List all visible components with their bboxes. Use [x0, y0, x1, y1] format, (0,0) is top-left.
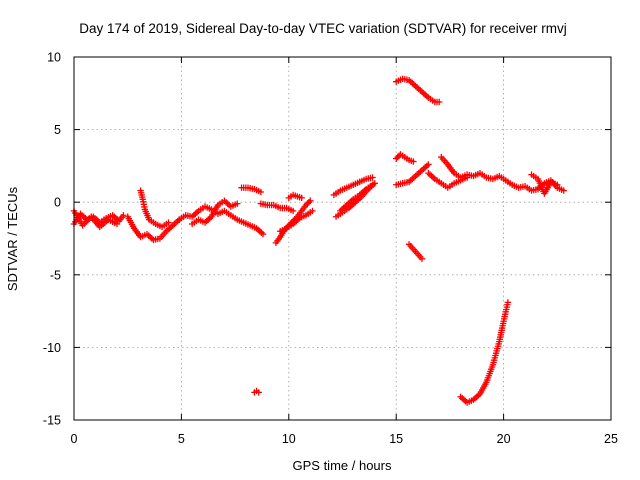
x-tick-label: 0: [71, 432, 78, 446]
point-arc-17: [394, 153, 401, 161]
point-arc-08: [255, 389, 262, 396]
x-axis-label: GPS time / hours: [293, 458, 392, 473]
point-arc-10: [307, 197, 314, 204]
tick-labels: 0 5 10 15 20 25 10 5 0 -5 -10 -15: [43, 51, 618, 447]
y-axis-label: SDTVAR / TECUs: [5, 186, 20, 291]
point-arc-09: [289, 207, 297, 215]
point-arc-17: [410, 158, 417, 165]
point-arc-11: [309, 207, 316, 215]
point-arc-04: [165, 219, 172, 226]
point-arc-19: [418, 255, 426, 263]
point-arc-05: [259, 230, 267, 238]
point-arc-10: [305, 199, 313, 206]
x-tick-label: 25: [604, 432, 618, 446]
point-arc-06: [234, 200, 241, 207]
x-tick-label: 20: [497, 432, 511, 446]
point-arc-17: [393, 155, 400, 162]
x-tick-label: 10: [282, 432, 296, 446]
point-arc-22: [554, 181, 561, 188]
point-arc-21: [560, 187, 567, 194]
y-tick-label: -15: [43, 414, 61, 428]
point-arc-15: [369, 181, 376, 188]
point-arc-02: [113, 220, 121, 228]
point-arc-10: [302, 201, 310, 209]
plot-frame: [73, 56, 612, 421]
y-tick-label: 0: [54, 196, 61, 210]
point-arc-10: [304, 200, 311, 207]
point-arc-12: [298, 194, 305, 202]
chart-title: Day 174 of 2019, Sidereal Day-to-day VTE…: [79, 21, 566, 36]
point-arc-23: [504, 299, 512, 306]
x-tick-label: 15: [389, 432, 403, 446]
data-points: [70, 75, 567, 406]
y-tick-label: -5: [50, 268, 61, 282]
point-arc-01: [120, 212, 127, 219]
point-arc-07: [257, 188, 265, 196]
y-tick-label: -10: [43, 341, 61, 355]
grid-lines: [74, 57, 611, 420]
point-arc-18: [425, 161, 432, 168]
y-tick-label: 10: [47, 51, 61, 65]
point-arc-13: [369, 174, 376, 181]
y-tick-label: 5: [54, 123, 61, 137]
x-tick-label: 5: [178, 432, 185, 446]
point-arc-16: [435, 98, 443, 106]
